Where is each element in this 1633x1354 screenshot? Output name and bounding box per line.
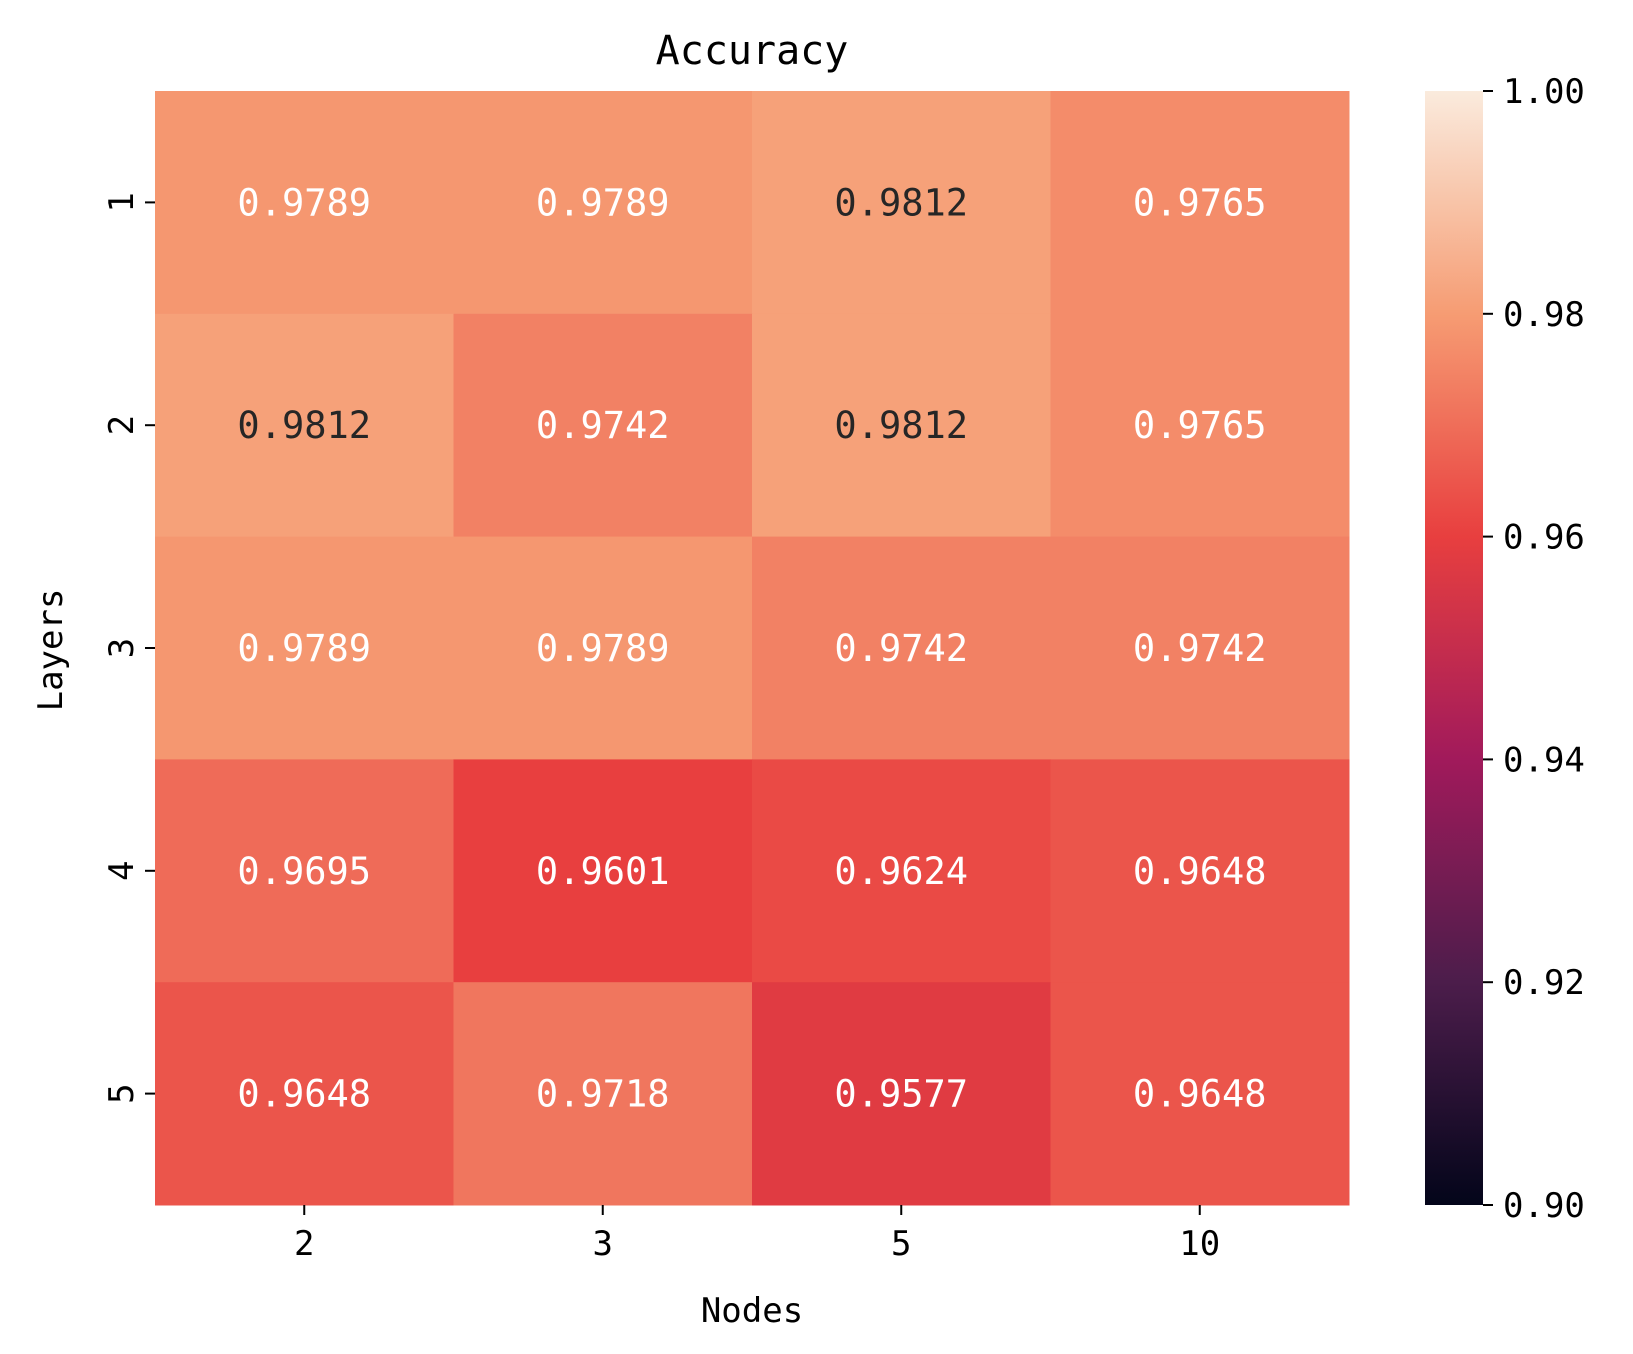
colorbar-tick-label: 0.98	[1503, 295, 1585, 335]
heatmap-cell	[1050, 759, 1350, 983]
y-tick-label: 5	[102, 1083, 142, 1103]
colorbar-tick-label: 0.96	[1503, 518, 1585, 558]
heatmap-cell-value-label: 0.9765	[1133, 181, 1267, 224]
x-axis-label: Nodes	[701, 1291, 803, 1331]
heatmap-cells	[155, 91, 1350, 1206]
x-tick-label: 2	[294, 1224, 314, 1264]
heatmap-cell-value-label: 0.9789	[536, 627, 670, 670]
heatmap-cell-value-label: 0.9695	[237, 850, 371, 893]
heatmap-cell	[453, 759, 753, 983]
heatmap-cell	[453, 536, 753, 760]
heatmap-cell-value-label: 0.9742	[1133, 627, 1267, 670]
heatmap-cell	[453, 982, 753, 1206]
heatmap-value-labels: 0.9789 0.9789 0.9812 0.9765 0.9812 0.9742 0.98…	[237, 181, 1266, 1115]
heatmap-cell-value-label: 0.9812	[834, 404, 968, 447]
heatmap-cell	[1050, 313, 1350, 538]
y-tick-label: 3	[102, 638, 142, 658]
heatmap-cell	[453, 91, 753, 315]
heatmap-cell-value-label: 0.9718	[536, 1073, 670, 1116]
heatmap-cell-value-label: 0.9789	[237, 181, 371, 224]
heatmap-cell-value-label: 0.9742	[536, 404, 670, 447]
heatmap-cell	[752, 313, 1051, 538]
heatmap-cell	[752, 536, 1051, 760]
heatmap-cell-value-label: 0.9577	[834, 1073, 968, 1116]
heatmap-cell	[155, 982, 454, 1206]
heatmap-cell-value-label: 0.9601	[536, 850, 670, 893]
heatmap-cell	[752, 759, 1051, 983]
y-axis-label: Layers	[31, 589, 71, 712]
heatmap-cell	[1050, 982, 1350, 1206]
colorbar-tick-label: 0.94	[1503, 740, 1585, 780]
heatmap-cell	[1050, 91, 1350, 315]
x-tick-label: 10	[1179, 1224, 1220, 1264]
colorbar-tick-label: 1.00	[1503, 72, 1585, 112]
colorbar	[1425, 91, 1483, 1205]
heatmap-cell	[752, 982, 1051, 1206]
colorbar-ticks: 1.00 0.98 0.96 0.94 0.92 0.90	[1483, 72, 1585, 1226]
y-tick-label: 4	[102, 861, 142, 881]
heatmap-cell-value-label: 0.9648	[237, 1073, 371, 1116]
heatmap-cell	[155, 536, 454, 760]
heatmap-cell	[1050, 536, 1350, 760]
y-tick-label: 1	[102, 192, 142, 212]
heatmap-cell	[155, 759, 454, 983]
colorbar-tick-label: 0.90	[1503, 1186, 1585, 1226]
chart-title: Accuracy	[656, 28, 849, 74]
heatmap-cell	[155, 313, 454, 538]
heatmap-cell	[453, 313, 753, 538]
y-axis-ticks: 1 2 3 4 5	[102, 192, 155, 1104]
heatmap-cell-value-label: 0.9789	[536, 181, 670, 224]
heatmap-cell-value-label: 0.9789	[237, 627, 371, 670]
heatmap-cell-value-label: 0.9648	[1133, 850, 1267, 893]
heatmap-cell-value-label: 0.9624	[834, 850, 968, 893]
y-tick-label: 2	[102, 415, 142, 435]
x-tick-label: 5	[891, 1224, 911, 1264]
x-axis-ticks: 2 3 5 10	[294, 1205, 1220, 1264]
x-tick-label: 3	[593, 1224, 613, 1264]
heatmap-cell	[752, 91, 1051, 315]
heatmap-cell-value-label: 0.9765	[1133, 404, 1267, 447]
colorbar-tick-label: 0.92	[1503, 963, 1585, 1003]
heatmap-cell-value-label: 0.9648	[1133, 1073, 1267, 1116]
heatmap-cell-value-label: 0.9742	[834, 627, 968, 670]
heatmap-cell-value-label: 0.9812	[834, 181, 968, 224]
heatmap-cell	[155, 91, 454, 315]
heatmap-cell-value-label: 0.9812	[237, 404, 371, 447]
